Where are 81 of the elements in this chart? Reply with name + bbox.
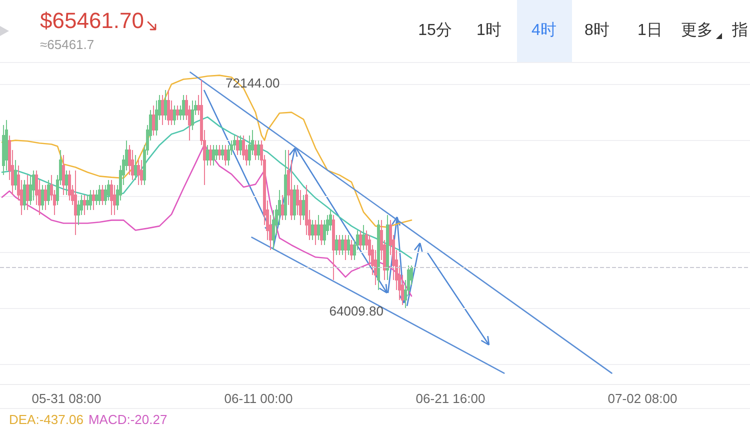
candlestick bbox=[377, 220, 380, 291]
candlestick bbox=[41, 184, 44, 211]
x-tick-label: 06-11 00:00 bbox=[224, 391, 293, 406]
candlestick bbox=[14, 160, 17, 191]
candlestick bbox=[350, 240, 353, 261]
candlestick bbox=[47, 180, 50, 206]
candlestick bbox=[212, 144, 215, 166]
text: 指 bbox=[732, 22, 748, 40]
text: 4时 bbox=[532, 22, 556, 40]
candlestick bbox=[182, 94, 185, 121]
candlestick bbox=[140, 160, 143, 186]
annotation: 64009.80 bbox=[329, 304, 384, 319]
candlestick bbox=[236, 134, 239, 156]
candlestick bbox=[347, 234, 350, 256]
text: DEA:-437.06 bbox=[9, 412, 84, 427]
candlestick bbox=[209, 144, 212, 166]
candlestick bbox=[101, 184, 104, 206]
candlestick bbox=[65, 170, 68, 196]
candlestick bbox=[29, 174, 32, 206]
candlestick bbox=[23, 180, 26, 211]
candlestick bbox=[305, 184, 308, 236]
candlestick bbox=[107, 180, 110, 201]
candlestick bbox=[284, 150, 287, 221]
candlestick bbox=[329, 210, 332, 231]
candlestick bbox=[386, 214, 389, 281]
candlestick bbox=[335, 234, 338, 256]
candlestick bbox=[221, 144, 224, 161]
candlestick bbox=[68, 170, 71, 201]
candlestick bbox=[281, 194, 284, 221]
candlestick bbox=[341, 234, 344, 256]
candlestick bbox=[98, 184, 101, 206]
candlestick bbox=[137, 160, 140, 186]
candlestick bbox=[359, 230, 362, 251]
candlestick bbox=[239, 134, 242, 156]
candlestick bbox=[161, 94, 164, 126]
text: 更多 bbox=[681, 22, 713, 40]
text: 1日 bbox=[638, 22, 662, 40]
candlestick bbox=[224, 144, 227, 166]
candlestick bbox=[83, 194, 86, 216]
candlestick bbox=[92, 190, 95, 211]
candlestick bbox=[62, 154, 65, 196]
chart-subtitle: ≈65461.7 bbox=[40, 37, 94, 52]
candlestick bbox=[293, 184, 296, 221]
candlestick bbox=[338, 234, 341, 256]
text: 15分 bbox=[418, 22, 452, 40]
candlestick bbox=[227, 144, 230, 166]
candlestick bbox=[191, 100, 194, 131]
candlestick bbox=[176, 104, 179, 121]
candlestick bbox=[32, 170, 35, 201]
candlestick bbox=[173, 104, 176, 126]
x-tick-label: 06-21 16:00 bbox=[416, 391, 486, 406]
candlestick bbox=[128, 144, 131, 176]
x-tick-label: 07-02 08:00 bbox=[608, 391, 678, 406]
candlestick bbox=[362, 224, 365, 251]
candlestick bbox=[218, 144, 221, 161]
text: 8时 bbox=[584, 22, 610, 40]
candlestick bbox=[134, 154, 137, 181]
candlestick bbox=[164, 90, 167, 121]
chart-title: $65461.70 bbox=[40, 8, 144, 33]
candlestick bbox=[257, 140, 260, 161]
candlestick bbox=[44, 184, 47, 211]
candlestick bbox=[332, 214, 335, 281]
x-tick-label: 05-31 08:00 bbox=[32, 391, 102, 406]
candlestick bbox=[167, 90, 170, 126]
candlestick bbox=[320, 220, 323, 246]
candlestick bbox=[254, 140, 257, 161]
candlestick bbox=[311, 220, 314, 241]
candlestick bbox=[302, 194, 305, 221]
candlestick bbox=[5, 120, 8, 171]
candlestick bbox=[152, 104, 155, 136]
candlestick bbox=[89, 190, 92, 211]
candlestick bbox=[206, 144, 209, 166]
candlestick bbox=[110, 180, 113, 216]
candlestick bbox=[344, 234, 347, 261]
text: 1时 bbox=[476, 22, 502, 40]
candlestick bbox=[74, 170, 77, 236]
candlestick bbox=[317, 214, 320, 241]
candlestick bbox=[233, 134, 236, 151]
text: MACD:-20.27 bbox=[88, 412, 168, 427]
candlestick bbox=[314, 220, 317, 246]
candlestick bbox=[26, 174, 29, 211]
